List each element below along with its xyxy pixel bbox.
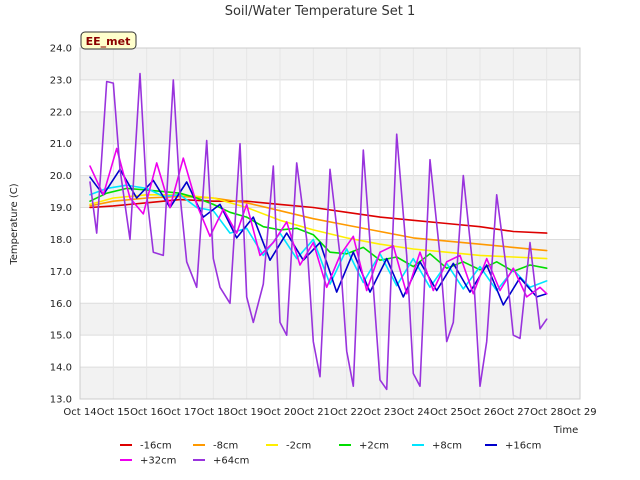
y-tick-label: 19.0 (50, 203, 72, 214)
legend-label: +32cm (140, 456, 176, 467)
x-tick-label: Oct 19 (230, 407, 263, 418)
y-tick-label: 15.0 (50, 331, 72, 342)
station-badge-box (80, 31, 137, 50)
legend-label: +64cm (213, 456, 249, 467)
x-tick-label: Oct 24 (397, 407, 430, 418)
legend-item: +16cm (485, 441, 541, 452)
x-tick-label: Oct 27 (497, 407, 530, 418)
legend-label: +8cm (432, 441, 462, 452)
legend: -16cm -8cm -2cm +2cm +8cm +16cm +32cm +64cm (120, 441, 541, 467)
series-line-64cm (89, 72, 548, 391)
plot-band (80, 303, 580, 336)
y-tick-label: 18.0 (50, 235, 72, 246)
y-tick-label: 22.0 (50, 107, 72, 118)
legend-label: +16cm (505, 441, 541, 452)
series-lines (89, 72, 548, 391)
x-tick-label: Oct 29 (563, 407, 596, 418)
legend-item: -2cm (266, 441, 311, 452)
y-tick-label: 20.0 (50, 171, 72, 182)
legend-item: -8cm (193, 441, 238, 452)
plot-band (80, 367, 580, 399)
y-tick-label: 21.0 (50, 139, 72, 150)
y-tick-label: 23.0 (50, 75, 72, 86)
x-tick-labels: Oct 14 Oct 15 Oct 16 Oct 17 Oct 18 Oct 19 Oct … (63, 407, 596, 418)
plot-band (80, 271, 580, 304)
legend-label: +2cm (359, 441, 389, 452)
x-tick-label: Oct 16 (130, 407, 163, 418)
plot-frame (79, 47, 581, 400)
x-tick-label: Oct 17 (163, 407, 196, 418)
y-tick-labels: 13.0 14.0 15.0 16.0 17.0 18.0 19.0 20.0 21.0 22.0… (50, 44, 72, 406)
series-line-32cm (89, 147, 548, 298)
legend-label: -2cm (286, 441, 311, 452)
plot-bands (80, 48, 580, 399)
plot-band (80, 111, 580, 144)
plot-band (80, 48, 580, 80)
x-tick-label: Oct 18 (197, 407, 230, 418)
y-axis-label: Temperature (C) (9, 183, 20, 265)
y-tick-label: 13.0 (50, 395, 72, 406)
legend-label: -8cm (213, 441, 238, 452)
plot-band (80, 79, 580, 112)
legend-item: +2cm (339, 441, 389, 452)
x-tick-label: Oct 21 (297, 407, 330, 418)
x-tick-label: Oct 23 (363, 407, 396, 418)
series-line-16cm (89, 168, 548, 306)
x-tick-label: Oct 28 (530, 407, 563, 418)
plot-band (80, 335, 580, 368)
x-axis-label: Time (553, 425, 578, 436)
x-tick-label: Oct 22 (330, 407, 363, 418)
x-tick-label: Oct 15 (97, 407, 130, 418)
x-tick-label: Oct 14 (63, 407, 96, 418)
series-line-8cm (89, 184, 548, 292)
series-line-2cm (89, 187, 548, 273)
legend-item: -16cm (120, 441, 172, 452)
legend-item: +64cm (193, 456, 249, 467)
station-badge: EE_met (80, 31, 137, 50)
y-tick-label: 16.0 (50, 299, 72, 310)
series-line-8cm (89, 195, 548, 252)
x-tick-label: Oct 26 (463, 407, 496, 418)
y-tick-label: 17.0 (50, 267, 72, 278)
chart-title: Soil/Water Temperature Set 1 (225, 4, 416, 19)
y-tick-label: 24.0 (50, 44, 72, 55)
series-line-2cm (89, 194, 548, 260)
legend-label: -16cm (140, 441, 172, 452)
x-tick-label: Oct 20 (263, 407, 296, 418)
station-badge-label: EE_met (86, 35, 131, 48)
x-tick-label: Oct 25 (430, 407, 463, 418)
legend-item: +8cm (412, 441, 462, 452)
legend-item: +32cm (120, 456, 176, 467)
y-tick-label: 14.0 (50, 363, 72, 374)
